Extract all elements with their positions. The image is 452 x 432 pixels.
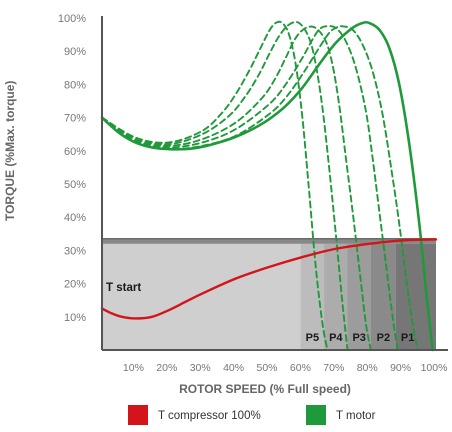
x-tick-label: 50%	[256, 362, 277, 374]
x-tick-label: 90%	[390, 362, 411, 374]
x-tick-label: 60%	[290, 362, 311, 374]
band-label-p5: P5	[306, 332, 319, 344]
y-tick-label: 50%	[64, 179, 86, 191]
band-label-p1: P1	[401, 332, 414, 344]
band-p5	[300, 243, 325, 350]
y-tick-label: 20%	[64, 279, 86, 291]
y-tick-label: 10%	[64, 312, 86, 324]
legend-label-motor: T motor	[336, 410, 376, 422]
x-tick-label: 70%	[323, 362, 344, 374]
x-tick-label: 80%	[357, 362, 378, 374]
series-motor-p3-line	[101, 25, 372, 351]
band-p2	[370, 243, 396, 350]
x-tick-label: 40%	[223, 362, 244, 374]
t-start-annotation: T start	[106, 282, 141, 294]
y-tick-label: 60%	[64, 146, 86, 158]
band-p3	[347, 243, 371, 350]
y-tick-label: 90%	[64, 46, 86, 58]
legend-swatch-compressor	[128, 405, 148, 425]
y-tick-label: 30%	[64, 245, 86, 257]
y-tick-label: 100%	[58, 13, 86, 25]
x-tick-label: 20%	[156, 362, 177, 374]
x-tick-label: 30%	[190, 362, 211, 374]
band-p4	[324, 243, 348, 350]
x-axis-title: ROTOR SPEED (% Full speed)	[179, 382, 351, 396]
series-motor-p2-line	[101, 25, 399, 351]
series-motor-p5-line	[101, 20, 329, 351]
x-tick-label: 10%	[123, 362, 144, 374]
y-axis-title: TORQUE (%Max. torque)	[3, 81, 17, 221]
y-tick-label: 40%	[64, 212, 86, 224]
band-label-p4: P4	[329, 332, 343, 344]
legend-label-compressor: T compressor 100%	[158, 410, 261, 422]
band-p1	[395, 243, 436, 350]
y-tick-label: 80%	[64, 79, 86, 91]
y-tick-label: 70%	[64, 113, 86, 125]
x-tick-label: 100%	[421, 362, 448, 374]
band-label-p2: P2	[377, 332, 390, 344]
legend-swatch-motor	[306, 405, 326, 425]
band-label-p3: P3	[352, 332, 365, 344]
band-top-strip	[102, 238, 436, 244]
series-compressor-line	[100, 238, 438, 320]
